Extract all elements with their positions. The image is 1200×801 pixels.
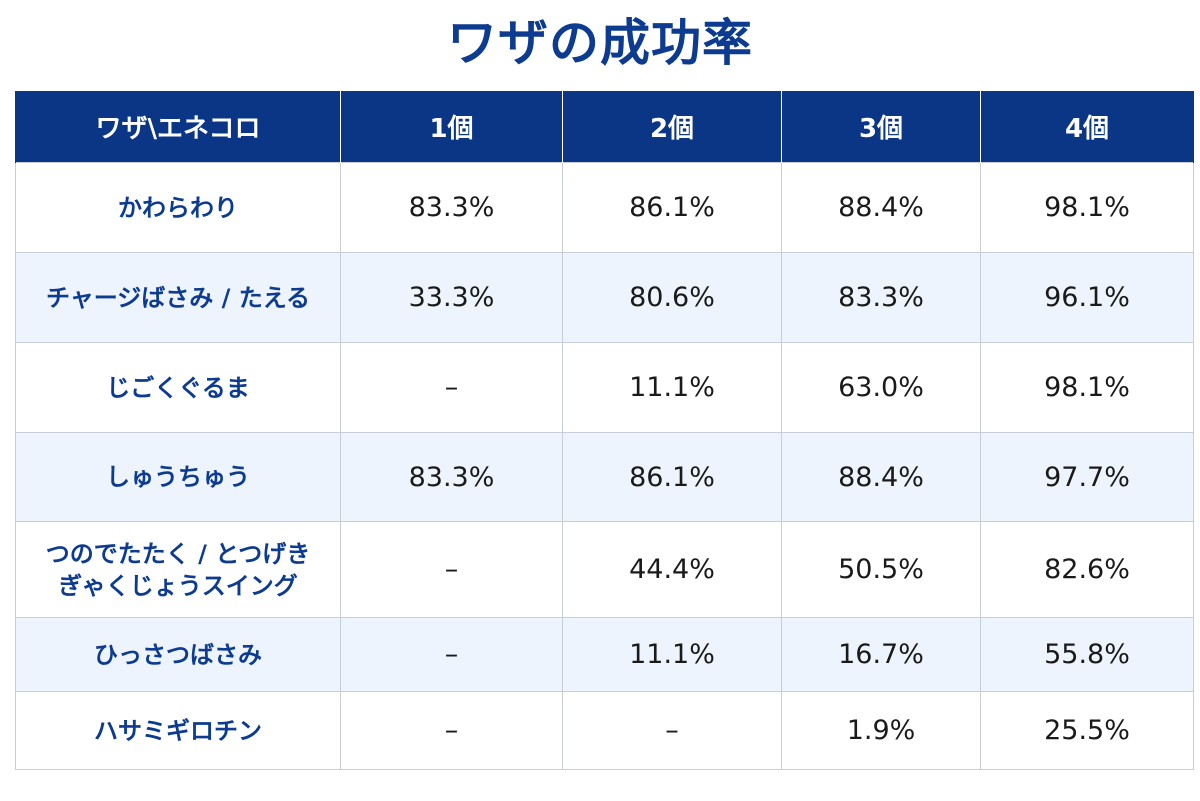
rate-cell: 33.3% [340,252,563,343]
rate-cell: 88.4% [781,162,981,253]
success-rate-table: ワザ\エネコロ 1個 2個 3個 4個 かわらわり 83.3% 86.1% 88… [15,91,1194,770]
rate-cell: 88.4% [781,432,981,522]
table-row: じごくぐるま – 11.1% 63.0% 98.1% [15,342,1194,433]
move-name: チャージばさみ / たえる [45,283,311,312]
move-name-cell: つのでたたく / とつげき ぎゃくじょうスイング [15,521,341,618]
rate-cell: 80.6% [562,252,782,343]
rate-cell: 1.9% [781,691,981,770]
table-row: ハサミギロチン – – 1.9% 25.5% [15,691,1194,770]
rate-cell: 98.1% [980,162,1194,253]
move-name: しゅうちゅう [106,463,250,491]
rate-cell: 50.5% [781,521,981,618]
move-name: つのでたたく / とつげき [45,539,311,568]
rate-cell: 63.0% [781,342,981,433]
header-cell-1: 1個 [340,91,563,163]
table-row: しゅうちゅう 83.3% 86.1% 88.4% 97.7% [15,432,1194,522]
rate-cell: 98.1% [980,342,1194,433]
move-name-cell: チャージばさみ / たえる [15,252,341,343]
table-row: ひっさつばさみ – 11.1% 16.7% 55.8% [15,617,1194,692]
rate-cell: – [340,617,563,692]
rate-cell: 97.7% [980,432,1194,522]
header-cell-4: 4個 [980,91,1194,163]
rate-cell: 96.1% [980,252,1194,343]
rate-cell: 11.1% [562,617,782,692]
move-name: かわらわり [118,193,238,222]
move-name: ひっさつばさみ [94,640,262,669]
rate-cell: – [340,521,563,618]
rate-cell: 86.1% [562,162,782,253]
rate-cell: 83.3% [781,252,981,343]
rate-cell: 55.8% [980,617,1194,692]
move-name: じごくぐるま [106,373,250,402]
table-row: チャージばさみ / たえる 33.3% 80.6% 83.3% 96.1% [15,252,1194,343]
move-name-cell: しゅうちゅう [15,432,341,522]
move-name-cell: ひっさつばさみ [15,617,341,692]
rate-cell: 25.5% [980,691,1194,770]
move-name-cell: じごくぐるま [15,342,341,433]
header-cell-3: 3個 [781,91,981,163]
move-name-cell: ハサミギロチン [15,691,341,770]
rate-cell: 83.3% [340,162,563,253]
rate-cell: 11.1% [562,342,782,433]
rate-cell: 86.1% [562,432,782,522]
rate-cell: 82.6% [980,521,1194,618]
rate-cell: 44.4% [562,521,782,618]
move-name: ハサミギロチン [94,716,262,745]
move-name-line-2: ぎゃくじょうスイング [58,571,298,600]
rate-cell: 16.7% [781,617,981,692]
header-cell-move: ワザ\エネコロ [15,91,341,163]
rate-cell: – [340,342,563,433]
table-row: かわらわり 83.3% 86.1% 88.4% 98.1% [15,162,1194,253]
header-cell-2: 2個 [562,91,782,163]
rate-cell: 83.3% [340,432,563,522]
move-name-cell: かわらわり [15,162,341,253]
header-row: ワザ\エネコロ 1個 2個 3個 4個 [15,91,1194,163]
page-title: ワザの成功率 [447,14,753,72]
rate-cell: – [340,691,563,770]
table-row: つのでたたく / とつげき ぎゃくじょうスイング – 44.4% 50.5% 8… [15,521,1194,618]
rate-cell: – [562,691,782,770]
